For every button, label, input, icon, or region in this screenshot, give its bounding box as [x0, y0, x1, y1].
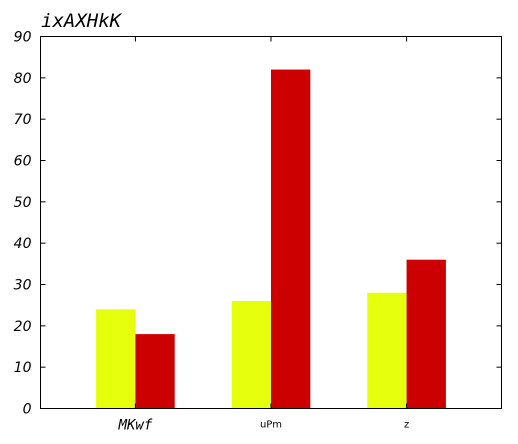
- y-tick-label-60: 60: [14, 154, 32, 170]
- bar-MKwf-series-2: [135, 334, 175, 409]
- bar-z-series-2: [406, 259, 446, 409]
- y-axis: 0 10 20 30 40 50 60 70 80 90: [14, 30, 502, 418]
- x-tick-label-uPm: uPm: [260, 420, 282, 431]
- y-tick-label-90: 90: [14, 30, 32, 46]
- y-tick-label-50: 50: [14, 195, 32, 211]
- bars-group: [96, 69, 446, 409]
- y-tick-label-40: 40: [14, 236, 32, 252]
- bar-z-series-1: [367, 292, 407, 409]
- chart-title: ixAXHkK: [41, 10, 123, 32]
- y-tick-label-20: 20: [14, 319, 32, 335]
- y-tick-label-30: 30: [14, 278, 32, 294]
- x-axis: MKwf uPm z: [118, 36, 409, 434]
- y-tick-label-80: 80: [14, 71, 32, 87]
- x-tick-label-MKwf: MKwf: [118, 418, 153, 434]
- x-tick-label-z: z: [404, 420, 409, 431]
- y-tick-label-0: 0: [23, 402, 32, 418]
- bar-uPm-series-2: [271, 69, 311, 409]
- bar-uPm-series-1: [231, 301, 271, 409]
- plot-frame: [40, 36, 502, 409]
- bar-MKwf-series-1: [96, 309, 136, 409]
- y-tick-label-10: 10: [14, 360, 32, 376]
- y-tick-label-70: 70: [14, 112, 32, 128]
